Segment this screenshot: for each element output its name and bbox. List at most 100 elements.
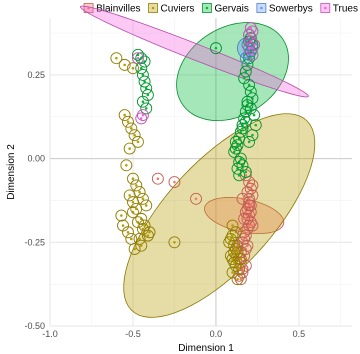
point-gervais xyxy=(237,174,241,177)
point-gervais xyxy=(143,80,146,83)
point-blainvilles xyxy=(244,174,248,177)
point-ring-blainvilles xyxy=(168,176,181,188)
point-gervais xyxy=(246,63,249,67)
point-ring-gervais xyxy=(239,166,252,178)
point-ring-blainvilles xyxy=(234,273,247,286)
legend-label: Sowerbys xyxy=(269,4,313,15)
point-cuviers xyxy=(123,63,126,67)
point-gervais xyxy=(254,123,258,127)
point-blainvilles xyxy=(173,180,176,184)
confidence-ellipses xyxy=(79,5,316,318)
point-ring-cuviers xyxy=(123,142,136,155)
point-blainvilles xyxy=(244,210,248,214)
point-cuviers xyxy=(134,207,138,211)
point-blainvilles xyxy=(239,277,243,281)
point-ring-cuviers xyxy=(168,236,181,249)
point-ring-gervais xyxy=(241,99,254,111)
point-cuviers xyxy=(173,241,176,244)
point-cuviers xyxy=(138,190,141,194)
point-cuviers xyxy=(231,224,234,227)
point-ring-gervais xyxy=(243,79,256,91)
point-gervais xyxy=(246,100,249,103)
point-gervais xyxy=(236,143,239,147)
point-cuviers xyxy=(141,197,145,201)
point-ring-gervais xyxy=(209,42,222,55)
legend-label: Blainvilles xyxy=(96,4,140,15)
point-trues xyxy=(139,117,143,120)
point-gervais xyxy=(249,50,253,53)
point-cuviers xyxy=(236,277,239,281)
point-ring-gervais xyxy=(241,58,254,71)
point-gervais xyxy=(141,100,145,103)
point-gervais xyxy=(141,73,145,77)
point-gervais xyxy=(236,167,239,170)
point-cuviers xyxy=(141,227,145,231)
point-ring-cuviers xyxy=(127,196,139,209)
point-gervais xyxy=(139,56,143,60)
point-trues xyxy=(251,53,254,57)
point-blainvilles xyxy=(249,204,253,207)
point-ring-cuviers xyxy=(128,129,141,142)
point-cuviers xyxy=(128,147,131,150)
point-cuviers xyxy=(232,251,236,254)
point-blainvilles xyxy=(242,237,246,241)
point-gervais xyxy=(241,127,244,130)
point-ring-gervais xyxy=(239,115,252,128)
point-ring-cuviers xyxy=(123,189,136,202)
point-blainvilles xyxy=(247,197,251,201)
point-gervais xyxy=(249,36,253,40)
point-ring-gervais xyxy=(138,55,151,68)
point-gervais xyxy=(251,133,254,137)
point-ring-cuviers xyxy=(226,219,239,232)
point-ring-trues xyxy=(136,109,149,122)
point-ring-trues xyxy=(243,42,256,55)
point-ring-gervais xyxy=(239,65,252,78)
point-gervais xyxy=(247,140,251,144)
point-trues xyxy=(247,33,251,37)
point-trues xyxy=(136,56,140,60)
point-gervais xyxy=(242,76,246,80)
point-blainvilles xyxy=(247,224,251,227)
point-cuviers xyxy=(232,261,236,264)
point-ring-blainvilles xyxy=(190,192,202,205)
point-ring-cuviers xyxy=(110,52,123,65)
point-ring-cuviers xyxy=(228,256,241,269)
point-cuviers xyxy=(229,237,233,241)
point-ring-trues xyxy=(246,48,259,61)
point-blainvilles xyxy=(247,200,251,204)
point-blainvilles xyxy=(242,230,246,234)
point-ring-trues xyxy=(243,28,256,41)
point-ring-gervais xyxy=(135,52,148,65)
point-ring-gervais xyxy=(233,169,246,182)
point-blainvilles xyxy=(246,244,249,247)
point-ring-cuviers xyxy=(135,212,148,225)
point-cuviers xyxy=(148,230,151,234)
point-cuviers xyxy=(131,66,135,70)
point-gervais xyxy=(146,93,150,97)
point-cuviers xyxy=(120,214,123,217)
point-gervais xyxy=(144,87,148,90)
point-ring-blainvilles xyxy=(238,212,251,225)
legend-key-dot xyxy=(205,6,209,10)
point-blainvilles xyxy=(251,224,254,227)
point-ring-cuviers xyxy=(120,159,133,172)
point-gervais xyxy=(249,90,253,93)
point-ring-cuviers xyxy=(122,226,134,239)
point-ring-blainvilles xyxy=(236,192,249,205)
point-gervais xyxy=(247,83,251,87)
point-ring-cuviers xyxy=(127,62,139,75)
point-blainvilles xyxy=(194,197,198,201)
ellipse-trues xyxy=(79,5,309,98)
legend-item-gervais: Gervais xyxy=(202,3,249,15)
point-ring-cuviers xyxy=(130,202,143,215)
point-ring-cuviers xyxy=(226,229,239,242)
point-ring-cuviers xyxy=(130,179,143,192)
point-cuviers xyxy=(146,234,150,237)
point-cuviers xyxy=(121,224,125,227)
point-gervais xyxy=(252,113,256,117)
point-ring-gervais xyxy=(241,95,254,108)
y-tick-label: 0.00 xyxy=(27,154,45,164)
point-ring-gervais xyxy=(131,48,144,61)
point-cuviers xyxy=(136,220,140,224)
point-ring-gervais xyxy=(236,122,249,135)
